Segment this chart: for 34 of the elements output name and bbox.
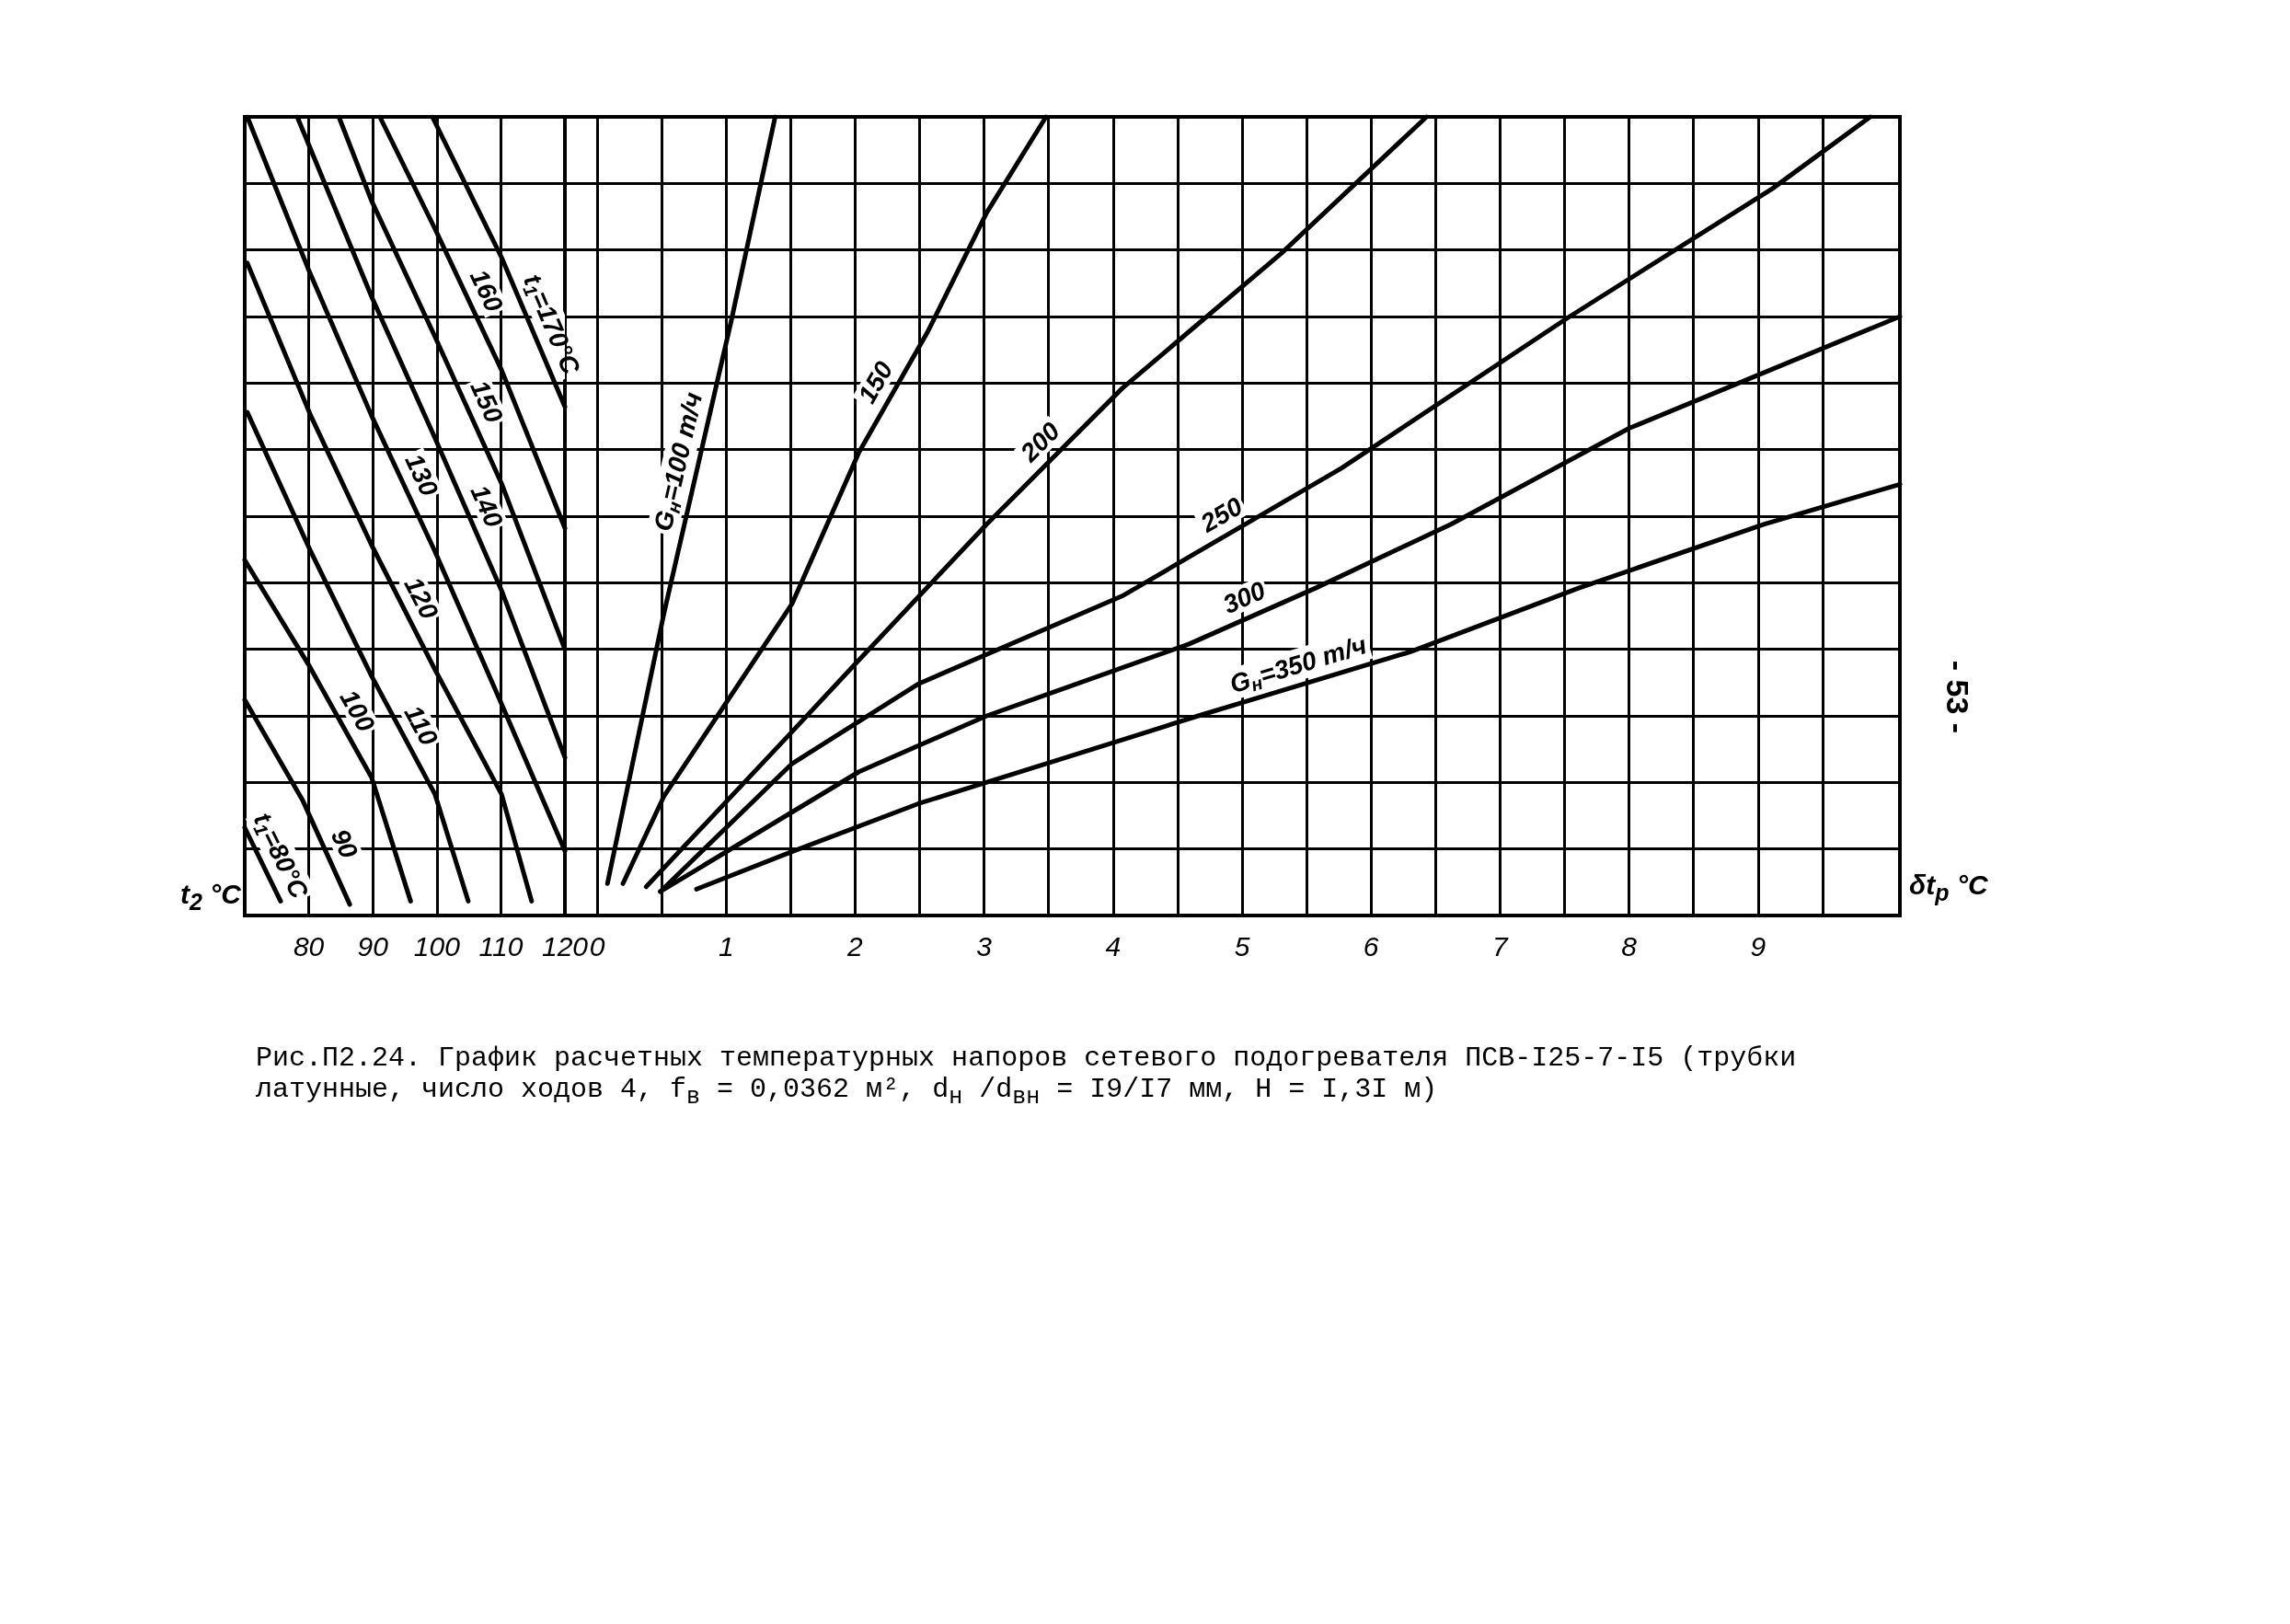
text: t1=80°C xyxy=(247,808,315,904)
text: 140 xyxy=(465,480,509,533)
x-tick-label: 7 xyxy=(1492,930,1510,962)
text: Рис.П2.24. График расчетных температурных напоров сетевого подогревателя ПСВ-I25-7-I5 (трубки латунные, число ходов 4, f$_{в}$ = 0,0362 м², d$_{н}$ /d$_{вн}$ = I9/I7 мм, H = I,3I м) xyxy=(256,1042,1798,1112)
text: 150 xyxy=(465,375,509,428)
x-axis-title: t$_{2}$ °C xyxy=(180,879,241,916)
text: 110 xyxy=(398,700,444,751)
text: 160 xyxy=(464,265,509,317)
text: 150 xyxy=(852,356,899,409)
x-tick-label: 9 xyxy=(1750,930,1766,962)
x-tick-label: 110 xyxy=(478,930,524,962)
x-tick-label: 90 xyxy=(357,930,389,962)
x-tick-label: 4 xyxy=(1105,930,1122,962)
text: 200 xyxy=(1014,416,1066,468)
text: Gн=350 т/ч xyxy=(1226,630,1370,699)
x-tick-label: 6 xyxy=(1363,930,1379,962)
text: Gн=100 т/ч xyxy=(648,389,708,535)
text: 300 xyxy=(1218,575,1271,619)
x-tick-label: 5 xyxy=(1234,930,1250,962)
x-tick-label: 8 xyxy=(1621,930,1638,962)
x-axis-title: δt$_{р}$ °C xyxy=(1909,870,1988,906)
text: 250 xyxy=(1194,490,1249,538)
text: 120 xyxy=(398,572,444,625)
x-tick-label: 120 xyxy=(541,930,589,962)
x-tick-label: 2 xyxy=(846,930,864,962)
x-tick-label: 1 xyxy=(718,930,734,962)
text: 130 xyxy=(399,449,444,501)
x-tick-label: 0 xyxy=(589,930,605,962)
text: 100 xyxy=(334,685,381,737)
text: - 53 - xyxy=(1939,660,1976,734)
text: 90 xyxy=(325,824,364,863)
x-tick-label: 80 xyxy=(293,930,325,962)
x-tick-label: 100 xyxy=(413,930,461,962)
x-tick-label: 3 xyxy=(976,930,993,962)
